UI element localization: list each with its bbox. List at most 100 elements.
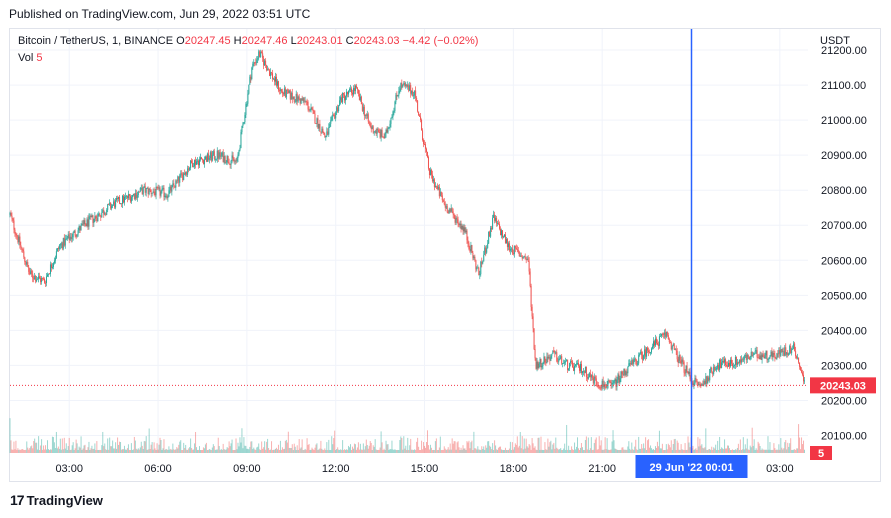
- candle-body: [26, 262, 28, 265]
- candle-body: [252, 63, 254, 68]
- volume-bar: [784, 442, 786, 453]
- candle-body: [521, 256, 523, 259]
- volume-bar: [124, 449, 126, 453]
- candle-body: [172, 183, 174, 186]
- candle-body: [782, 351, 784, 353]
- candle-body: [590, 374, 592, 378]
- volume-bar: [541, 449, 543, 453]
- candle-body: [738, 359, 740, 363]
- volume-bar: [120, 442, 122, 453]
- candle-body: [532, 316, 534, 329]
- volume-bar: [319, 448, 321, 453]
- candle-body: [131, 194, 133, 198]
- volume-bar: [221, 449, 223, 453]
- volume-bar: [141, 445, 143, 453]
- candle-body: [98, 213, 100, 215]
- volume-bar: [261, 441, 263, 453]
- volume-bar: [575, 449, 577, 453]
- volume-bar: [753, 439, 755, 453]
- candle-body: [371, 126, 373, 130]
- volume-bar: [498, 447, 500, 453]
- candle-body: [195, 159, 197, 165]
- footer-brand[interactable]: 17 TradingView: [10, 492, 103, 508]
- candle-body: [61, 243, 63, 249]
- candle-body: [275, 76, 277, 86]
- candle-body: [562, 363, 564, 364]
- candle-body: [669, 342, 671, 343]
- volume-bar: [447, 447, 449, 453]
- candle-body: [594, 376, 596, 379]
- volume-bar: [496, 449, 498, 453]
- volume-bar: [296, 445, 298, 453]
- volume-bar: [769, 442, 771, 453]
- volume-bar: [311, 447, 313, 453]
- volume-bar: [301, 439, 303, 453]
- volume-bar: [715, 444, 717, 453]
- candle-body: [224, 155, 226, 163]
- volume-bar: [678, 449, 680, 453]
- volume-bar: [76, 443, 78, 453]
- candle-body: [632, 360, 634, 364]
- volume-bar: [474, 448, 476, 453]
- candle-body: [524, 256, 526, 260]
- candle-body: [362, 106, 364, 111]
- volume-bar: [330, 449, 332, 453]
- volume-bar: [161, 449, 163, 453]
- candle-body: [324, 134, 326, 138]
- candle-body: [96, 218, 98, 222]
- volume-bar: [459, 449, 461, 453]
- candle-body: [608, 380, 610, 382]
- volume-bar: [779, 449, 781, 453]
- volume-bar: [92, 449, 94, 453]
- volume-bar: [565, 449, 567, 453]
- candle-body: [377, 128, 379, 130]
- volume-bar: [144, 441, 146, 453]
- candle-body: [138, 191, 140, 193]
- volume-bar: [700, 445, 702, 453]
- volume-bar: [224, 449, 226, 453]
- volume-bar: [426, 430, 428, 453]
- candle-body: [375, 130, 377, 134]
- candle-body: [628, 363, 630, 367]
- candle-body: [761, 354, 763, 360]
- candle-body: [652, 346, 654, 349]
- chart-frame[interactable]: [9, 28, 881, 482]
- candle-body: [361, 104, 363, 111]
- candle-body: [507, 243, 509, 248]
- candle-body: [95, 216, 97, 219]
- candle-body: [364, 114, 366, 116]
- candle-body: [637, 363, 639, 365]
- candle-body: [381, 130, 383, 137]
- candle-body: [728, 362, 730, 367]
- candle-body: [747, 354, 749, 358]
- volume-bar: [770, 449, 772, 453]
- candle-body: [682, 359, 684, 363]
- candle-body: [147, 187, 149, 195]
- candle-body: [555, 352, 557, 354]
- candle-body: [170, 186, 172, 192]
- candle-body: [94, 216, 96, 219]
- volume-bar: [665, 444, 667, 453]
- volume-bar: [790, 438, 792, 453]
- volume-bar: [472, 449, 474, 453]
- volume-bar: [718, 449, 720, 453]
- candle-body: [721, 362, 723, 368]
- volume-bar: [432, 449, 434, 453]
- volume-bar: [647, 440, 649, 453]
- volume-bar: [467, 442, 469, 453]
- volume-bar: [666, 449, 668, 453]
- volume-bar: [11, 449, 13, 453]
- candle-body: [310, 107, 312, 110]
- candle-body: [206, 153, 208, 162]
- candle-body: [519, 255, 521, 257]
- candle-body: [132, 193, 134, 195]
- candle-body: [57, 248, 59, 249]
- volume-bar: [659, 448, 661, 453]
- volume-bar: [609, 449, 611, 453]
- legend-high-value: 20247.46: [241, 35, 288, 47]
- volume-bar: [264, 441, 266, 453]
- candle-body: [153, 191, 155, 193]
- candle-body: [448, 209, 450, 214]
- volume-bar: [603, 449, 605, 453]
